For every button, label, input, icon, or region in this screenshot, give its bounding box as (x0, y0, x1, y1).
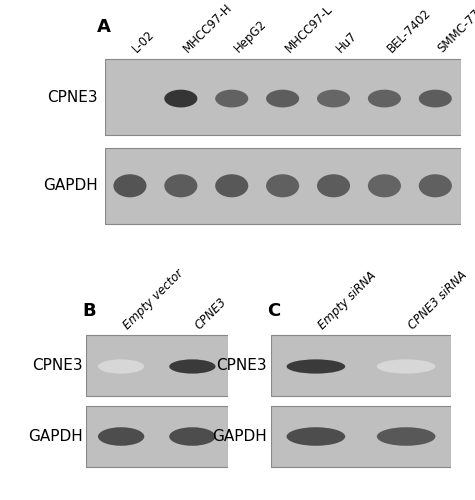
Ellipse shape (164, 90, 198, 108)
Text: B: B (83, 302, 96, 320)
Ellipse shape (368, 174, 401, 198)
Text: SMMC-7721: SMMC-7721 (435, 0, 475, 56)
Bar (86, 406, 228, 467)
Ellipse shape (215, 90, 248, 108)
Ellipse shape (317, 174, 350, 198)
Text: GAPDH: GAPDH (212, 429, 267, 444)
Ellipse shape (98, 360, 144, 374)
Ellipse shape (215, 174, 248, 198)
Text: Empty siRNA: Empty siRNA (316, 269, 379, 332)
Ellipse shape (286, 360, 345, 374)
Text: MHCC97-H: MHCC97-H (181, 1, 235, 56)
Bar (104, 148, 461, 224)
Text: CPNE3 siRNA: CPNE3 siRNA (406, 268, 470, 332)
Text: CPNE3: CPNE3 (47, 90, 97, 104)
Text: GAPDH: GAPDH (28, 429, 83, 444)
Text: C: C (267, 302, 280, 320)
Ellipse shape (164, 174, 198, 198)
Text: MHCC97-L: MHCC97-L (283, 3, 335, 56)
Bar (271, 406, 451, 467)
Text: HepG2: HepG2 (232, 18, 269, 56)
Ellipse shape (368, 90, 401, 108)
Ellipse shape (169, 360, 216, 374)
Ellipse shape (377, 360, 436, 374)
Text: BEL-7402: BEL-7402 (384, 6, 433, 56)
Bar (271, 334, 451, 396)
Ellipse shape (419, 174, 452, 198)
Text: CPNE3: CPNE3 (192, 295, 229, 332)
Ellipse shape (377, 427, 436, 446)
Bar (104, 59, 461, 135)
Ellipse shape (169, 427, 216, 446)
Ellipse shape (286, 427, 345, 446)
Ellipse shape (266, 174, 299, 198)
Text: A: A (97, 18, 111, 36)
Text: Empty vector: Empty vector (121, 266, 186, 332)
Ellipse shape (317, 90, 350, 108)
Ellipse shape (114, 174, 146, 198)
Text: GAPDH: GAPDH (43, 178, 97, 194)
Ellipse shape (266, 90, 299, 108)
Bar (86, 334, 228, 396)
Text: CPNE3: CPNE3 (32, 358, 83, 373)
Text: L-02: L-02 (130, 28, 157, 56)
Ellipse shape (419, 90, 452, 108)
Text: CPNE3: CPNE3 (217, 358, 267, 373)
Ellipse shape (98, 427, 144, 446)
Text: Hu7: Hu7 (333, 30, 360, 56)
